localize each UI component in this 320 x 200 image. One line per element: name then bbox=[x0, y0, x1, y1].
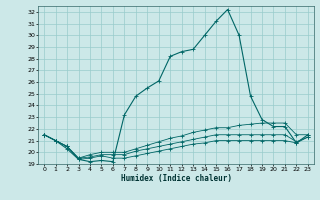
X-axis label: Humidex (Indice chaleur): Humidex (Indice chaleur) bbox=[121, 174, 231, 183]
